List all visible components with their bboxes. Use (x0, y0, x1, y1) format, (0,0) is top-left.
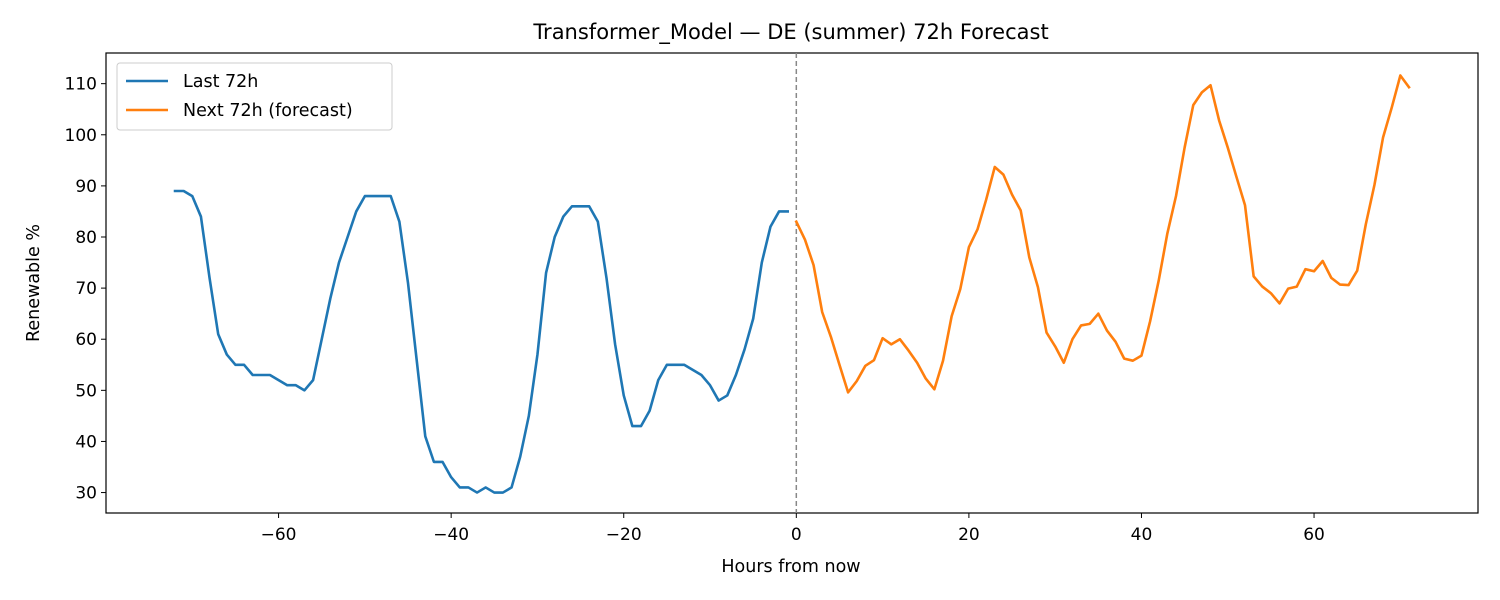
y-tick-label: 60 (75, 330, 97, 350)
y-tick-label: 90 (75, 177, 97, 197)
y-tick-label: 70 (75, 279, 97, 299)
legend: Last 72h Next 72h (forecast) (116, 62, 393, 131)
y-tick-label: 30 (75, 484, 97, 504)
legend-label-last-72h: Last 72h (183, 72, 258, 92)
plot-frame (105, 52, 1479, 514)
y-tick-label: 100 (65, 126, 97, 146)
x-tick-label: −40 (433, 525, 469, 545)
plot-area (105, 52, 1479, 514)
y-tick-label: 40 (75, 432, 97, 452)
y-tick-label: 110 (65, 75, 97, 95)
series-line-last-72h (173, 189, 789, 494)
x-tick-label: −20 (606, 525, 642, 545)
x-tick-label: 0 (791, 525, 802, 545)
x-axis-label: Hours from now (721, 557, 860, 577)
y-axis: 30 40 50 60 70 80 90 100 110 (65, 75, 106, 504)
y-tick-label: 80 (75, 228, 97, 248)
x-tick-label: 60 (1303, 525, 1325, 545)
y-axis-label: Renewable % (24, 224, 44, 342)
legend-box (116, 62, 393, 131)
y-tick-label: 50 (75, 381, 97, 401)
chart-title: Transformer_Model — DE (summer) 72h Fore… (532, 20, 1048, 45)
x-axis: −60 −40 −20 0 20 40 60 (261, 513, 1325, 545)
x-tick-label: 40 (1131, 525, 1153, 545)
series-line-next-72h-forecast (794, 74, 1411, 394)
x-tick-label: 20 (958, 525, 980, 545)
x-tick-label: −60 (261, 525, 297, 545)
legend-label-next-72h: Next 72h (forecast) (183, 101, 353, 121)
